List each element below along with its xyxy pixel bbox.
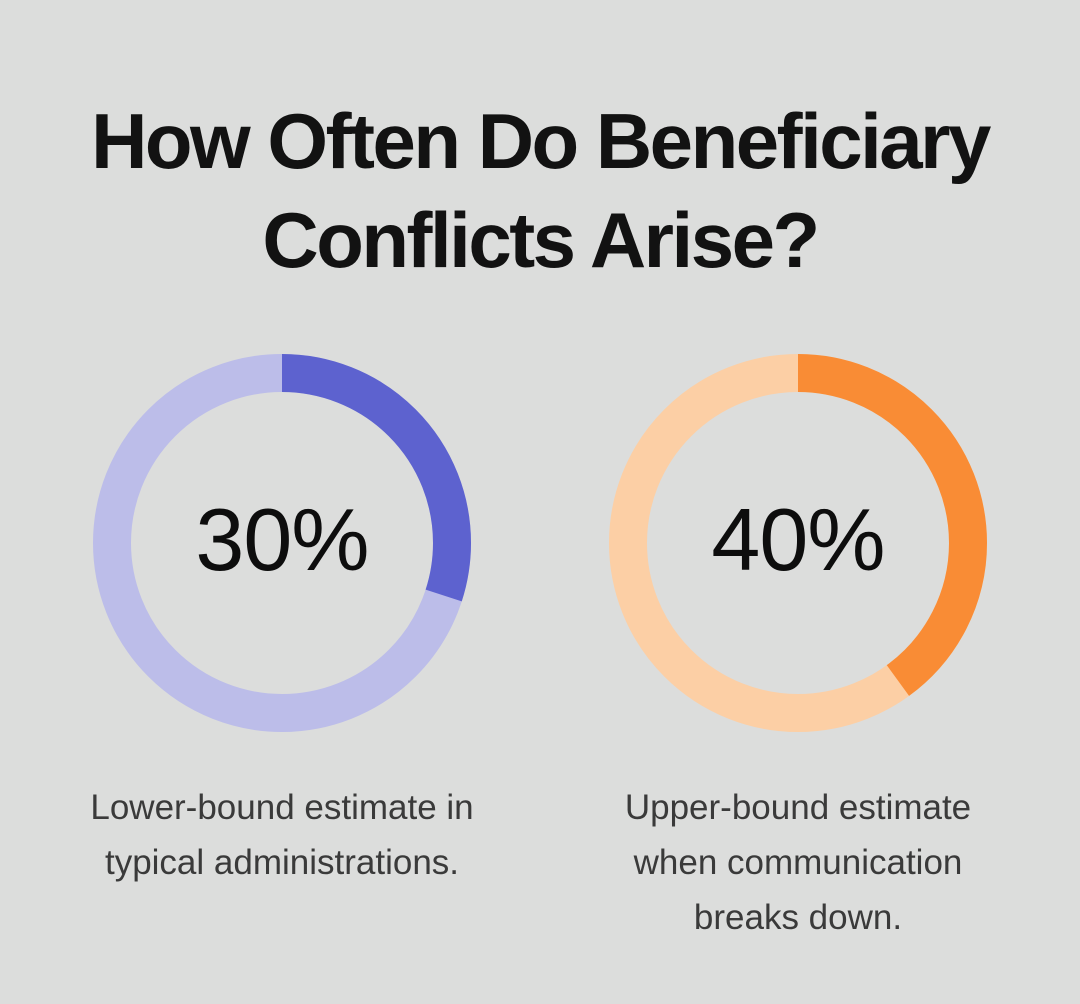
percent-label: 40%	[711, 490, 885, 589]
caption-upper-bound: Upper-bound estimate when communication …	[566, 780, 1030, 945]
donut-value-arc	[609, 354, 987, 732]
caption-line: Upper-bound estimate	[624, 788, 972, 827]
title-line-1: How Often Do Beneficiary	[91, 97, 991, 185]
donut-chart-30: 30%	[92, 353, 472, 733]
caption-line: when communication	[633, 843, 963, 882]
caption-lower-bound: Lower-bound estimate in typical administ…	[50, 780, 514, 890]
infographic-title: How Often Do Beneficiary Conflicts Arise…	[0, 92, 1080, 290]
donut-chart-40: 40%	[608, 353, 988, 733]
chart-column-upper-bound: 40% Upper-bound estimate when communicat…	[566, 353, 1030, 945]
donut-value-arc	[93, 354, 471, 732]
title-line-2: Conflicts Arise?	[262, 196, 820, 284]
donut-svg-40	[609, 354, 987, 732]
caption-line: breaks down.	[693, 898, 903, 937]
percent-label: 30%	[195, 490, 369, 589]
caption-line: Lower-bound estimate in	[90, 788, 474, 827]
chart-column-lower-bound: 30% Lower-bound estimate in typical admi…	[50, 353, 514, 890]
donut-svg-30	[93, 354, 471, 732]
caption-line: typical administrations.	[104, 843, 460, 882]
